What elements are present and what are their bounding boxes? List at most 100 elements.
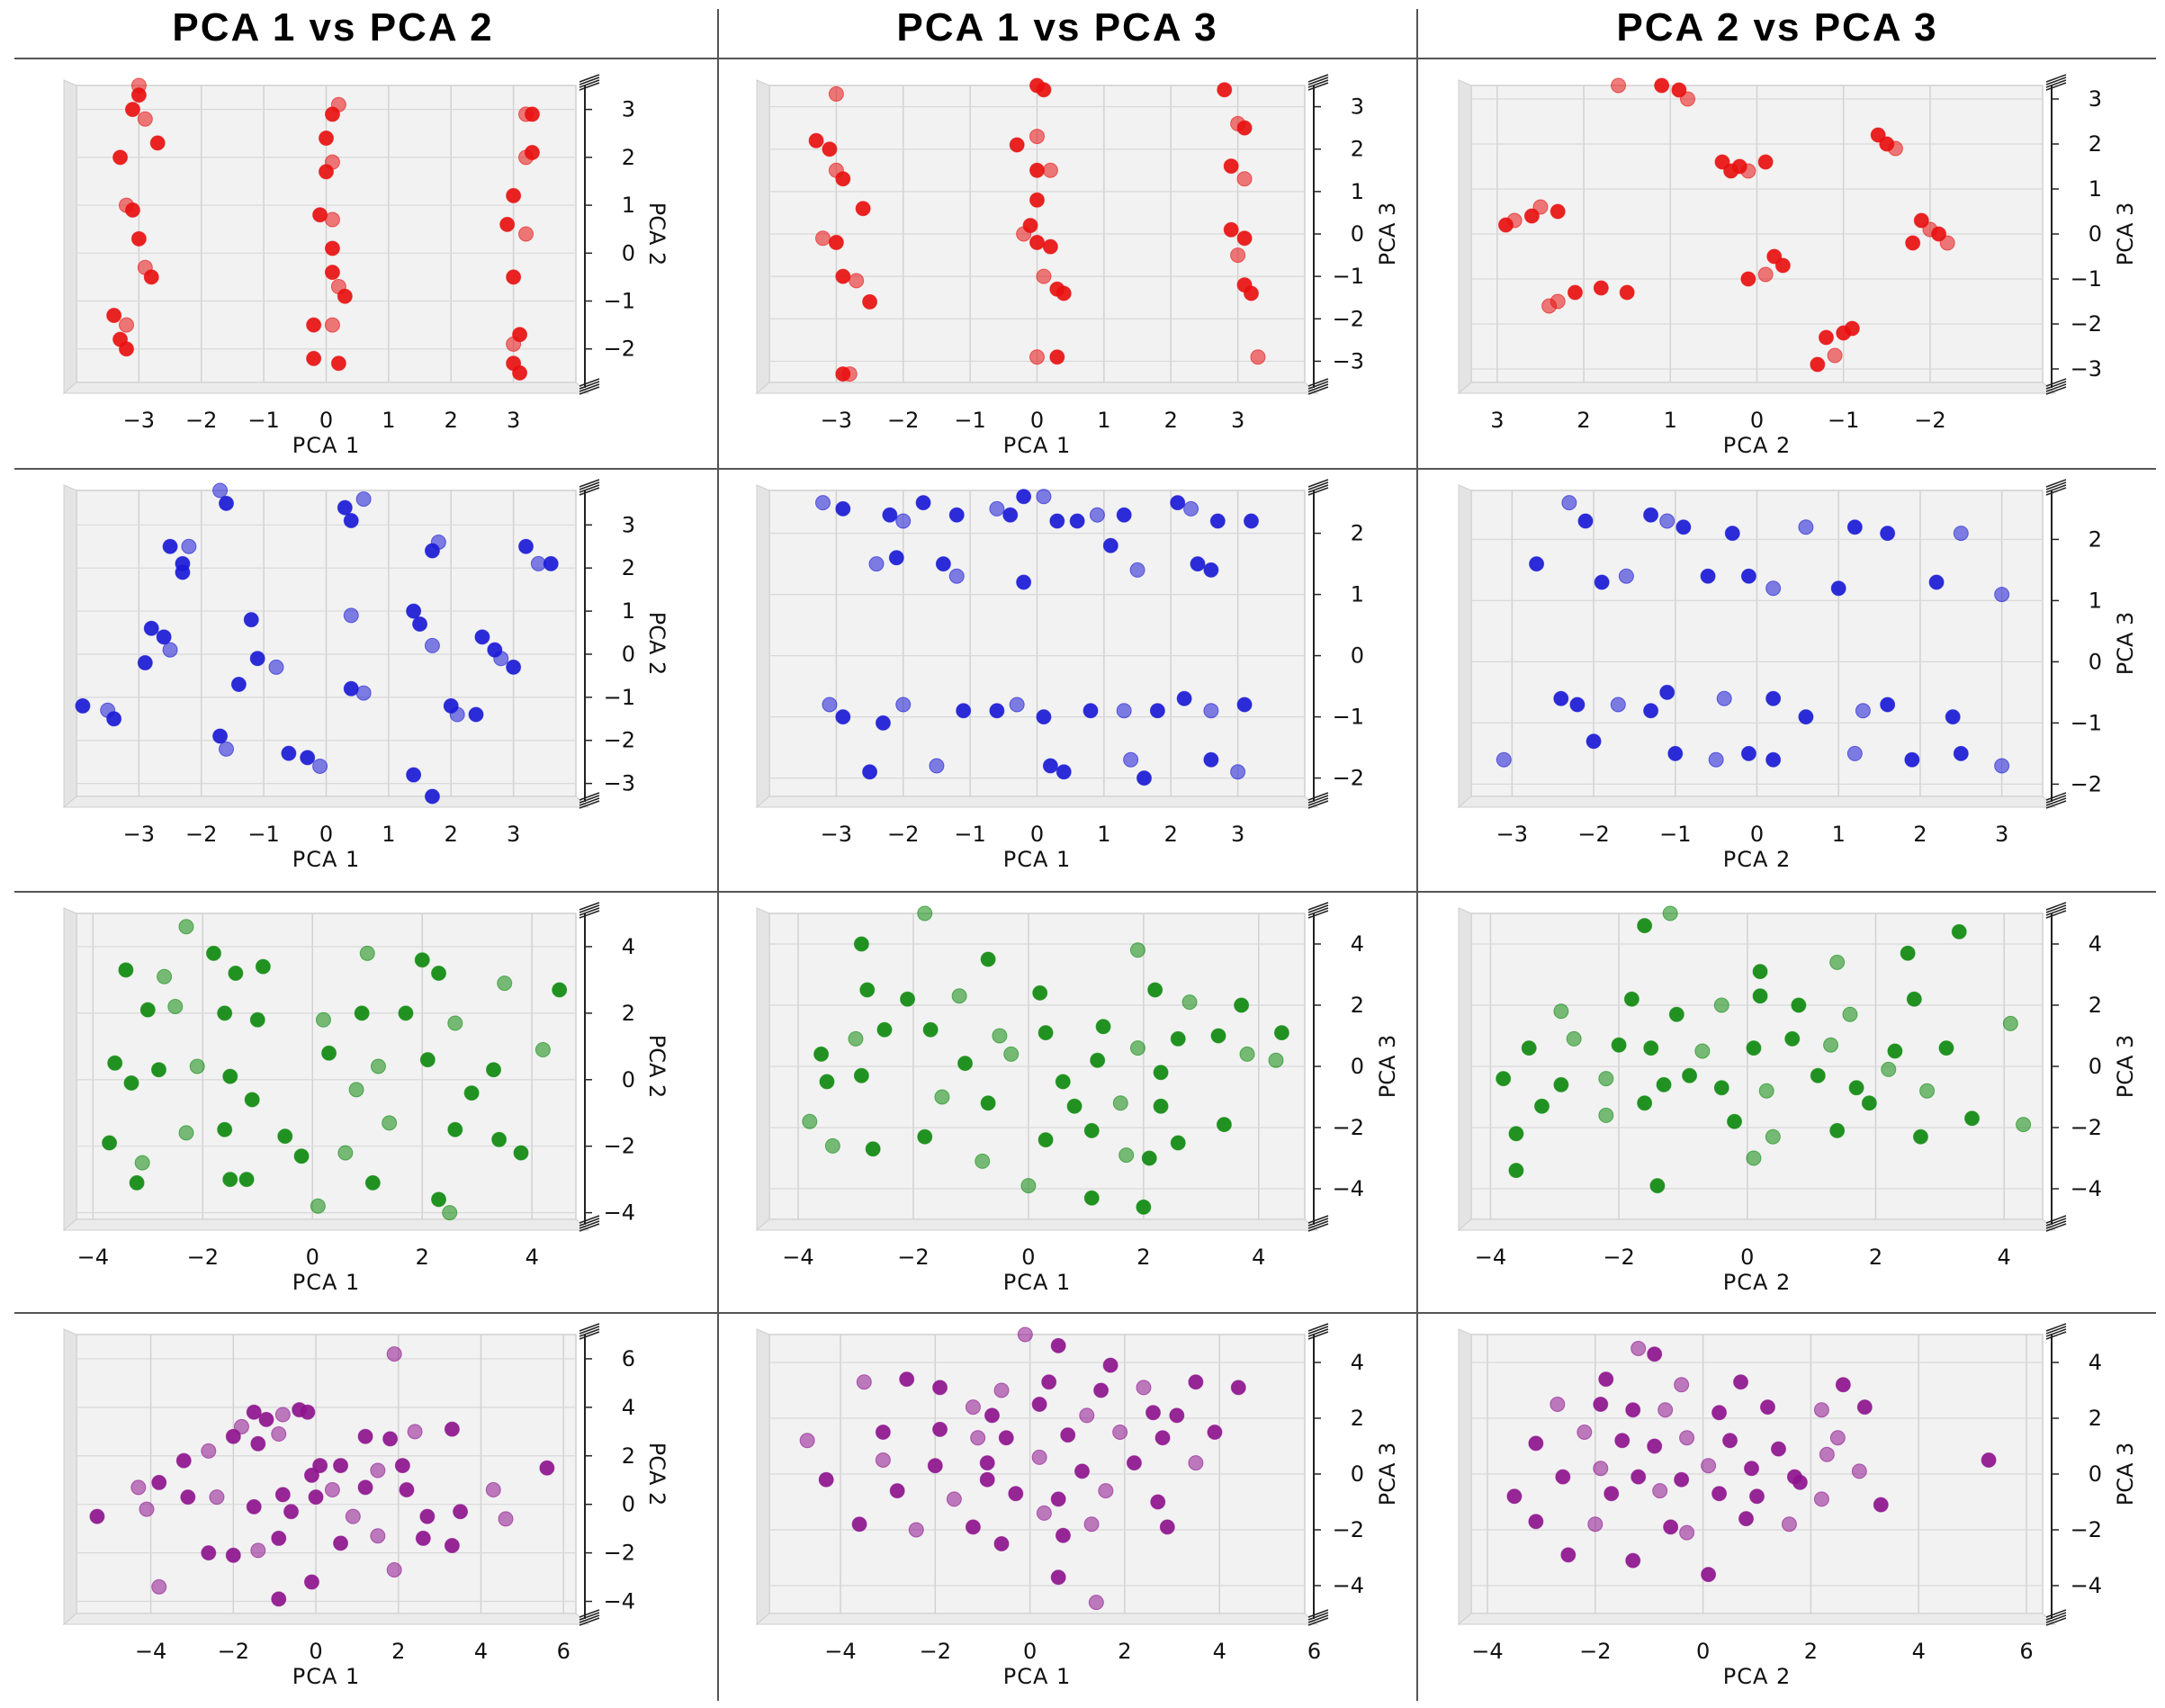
floor-pane bbox=[1457, 796, 2057, 808]
axis-corner-tick bbox=[2045, 1220, 2067, 1229]
data-point bbox=[815, 495, 831, 511]
data-point bbox=[406, 767, 422, 783]
data-point bbox=[1506, 1488, 1523, 1505]
data-point bbox=[1508, 1163, 1524, 1179]
data-point bbox=[1829, 954, 1846, 970]
data-point bbox=[1604, 1486, 1620, 1502]
data-point bbox=[1679, 1430, 1695, 1446]
data-point bbox=[1150, 1494, 1166, 1510]
data-point bbox=[1031, 1449, 1047, 1465]
data-point bbox=[895, 697, 912, 713]
data-point bbox=[1823, 1037, 1839, 1053]
data-point bbox=[491, 1131, 508, 1147]
data-point bbox=[1190, 556, 1206, 572]
x-axis-label: PCA 2 bbox=[1723, 847, 1792, 872]
axis-corner-tick bbox=[579, 902, 600, 911]
data-point bbox=[1149, 703, 1165, 719]
data-point bbox=[1774, 257, 1791, 274]
data-point bbox=[75, 697, 91, 714]
row-divider-3 bbox=[14, 1312, 2156, 1314]
data-point bbox=[1880, 697, 1896, 713]
axis-corner-tick bbox=[2045, 800, 2067, 809]
x-axis-label: PCA 1 bbox=[292, 1270, 361, 1295]
side-pane bbox=[1458, 1328, 1472, 1626]
data-point bbox=[993, 1536, 1010, 1551]
data-point bbox=[1508, 1126, 1524, 1142]
data-point bbox=[1846, 745, 1863, 761]
y-tick-label: 1 bbox=[622, 598, 635, 624]
x-tick-label: −2 bbox=[185, 408, 217, 433]
x-tick-label: −1 bbox=[954, 408, 985, 433]
data-point bbox=[1176, 690, 1192, 706]
data-point bbox=[899, 1371, 915, 1388]
data-point bbox=[249, 1011, 265, 1028]
data-point bbox=[1553, 690, 1569, 706]
data-point bbox=[1236, 230, 1253, 247]
side-pane bbox=[1458, 484, 1472, 809]
data-point bbox=[1746, 1040, 1762, 1056]
axis-corner-tick bbox=[1307, 910, 1329, 919]
scatter-panel-3-2: 4 2 0 −2 −4 −4 −2 0 2 4 PCA 1 PCA 3 bbox=[755, 902, 1400, 1295]
x-tick-label: −1 bbox=[247, 408, 279, 433]
y-tick-label: −4 bbox=[2071, 1176, 2102, 1201]
data-point bbox=[1765, 580, 1782, 597]
data-point bbox=[303, 1467, 319, 1483]
data-point bbox=[975, 1153, 991, 1169]
data-point bbox=[855, 201, 871, 217]
data-point bbox=[319, 130, 334, 147]
data-point bbox=[1906, 991, 1922, 1007]
data-point bbox=[1619, 284, 1635, 301]
data-point bbox=[324, 240, 340, 256]
scatter-panel-4-3: 4 2 0 −2 −4 −4 −2 0 2 4 6 PCA 2 PCA 3 bbox=[1457, 1323, 2138, 1689]
data-point bbox=[1528, 1435, 1544, 1452]
data-point bbox=[1017, 1326, 1033, 1343]
data-point bbox=[1244, 513, 1259, 529]
scatter-panel-4-2: 4 2 0 −2 −4 −4 −2 0 2 4 6 PCA 1 PCA 3 bbox=[755, 1323, 1400, 1689]
data-point bbox=[1129, 562, 1145, 578]
data-point bbox=[283, 1504, 300, 1520]
scatter-panel-2-2: 2 1 0 −1 −2 −3 −2 −1 0 1 2 3 PCA 1 bbox=[755, 479, 1364, 872]
axis-corner-tick bbox=[2045, 1617, 2067, 1626]
data-point bbox=[1577, 1425, 1593, 1440]
data-point bbox=[386, 1346, 402, 1362]
data-point bbox=[915, 495, 931, 511]
data-point bbox=[130, 230, 147, 247]
data-point bbox=[219, 741, 234, 757]
data-point bbox=[1855, 703, 1871, 719]
y-tick-label: −1 bbox=[604, 685, 635, 710]
data-point bbox=[979, 1455, 995, 1471]
data-point bbox=[1123, 751, 1139, 768]
data-point bbox=[1623, 991, 1639, 1007]
data-point bbox=[989, 500, 1005, 517]
data-point bbox=[1020, 1178, 1037, 1194]
data-point bbox=[419, 1052, 436, 1068]
data-point bbox=[1541, 298, 1558, 314]
axis-corner-tick bbox=[1307, 479, 1329, 488]
x-tick-label: 1 bbox=[1097, 408, 1110, 433]
data-point bbox=[1667, 745, 1684, 761]
data-point bbox=[244, 1092, 260, 1108]
data-point bbox=[324, 1482, 340, 1498]
data-point bbox=[447, 1015, 463, 1031]
floor-pane bbox=[62, 1613, 590, 1625]
data-point bbox=[1042, 162, 1058, 178]
x-tick-label: 0 bbox=[1740, 1245, 1754, 1270]
data-point bbox=[1827, 347, 1843, 364]
data-point bbox=[212, 728, 229, 744]
x-tick-label: −2 bbox=[887, 822, 919, 847]
x-tick-label: 0 bbox=[1030, 408, 1044, 433]
data-point bbox=[993, 1382, 1010, 1398]
y-axis-label: PCA 3 bbox=[1375, 202, 1400, 266]
data-point bbox=[1637, 918, 1653, 934]
data-point bbox=[1136, 1380, 1152, 1396]
axis-corner-tick bbox=[1307, 74, 1329, 83]
data-point bbox=[129, 1174, 145, 1191]
x-tick-label: 0 bbox=[319, 822, 333, 847]
axis-corner-tick bbox=[1307, 1617, 1329, 1626]
x-tick-label: 4 bbox=[526, 1245, 539, 1270]
y-tick-label: 3 bbox=[2089, 86, 2102, 112]
data-point bbox=[1147, 982, 1163, 998]
y-tick-label: −1 bbox=[604, 289, 635, 314]
data-point bbox=[118, 962, 134, 978]
x-tick-label: 2 bbox=[1913, 822, 1927, 847]
